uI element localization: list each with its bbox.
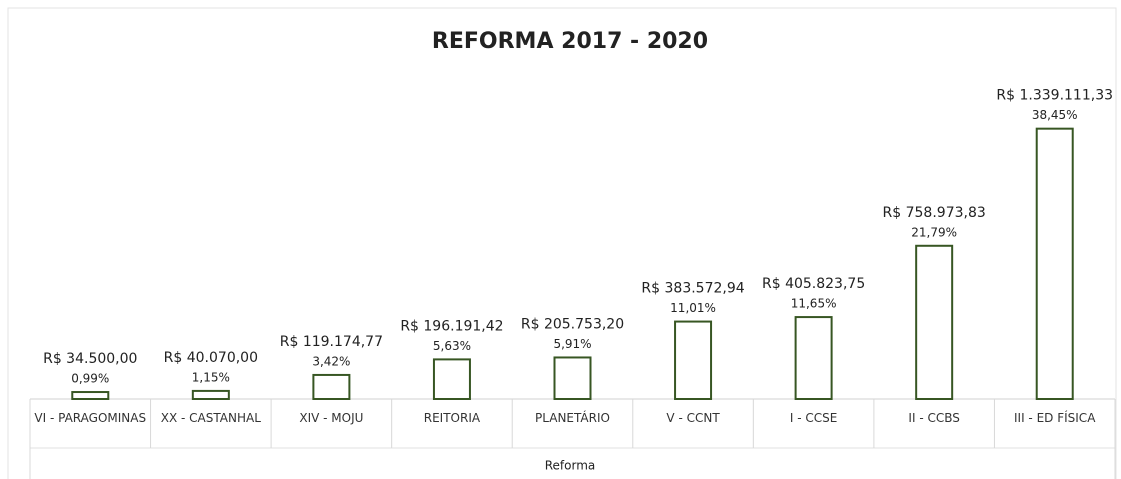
value-label: R$ 119.174,77 bbox=[280, 334, 383, 350]
bar bbox=[71, 391, 110, 400]
bar bbox=[1035, 127, 1074, 400]
x-tick-label: REITORIA bbox=[423, 411, 481, 425]
value-label: R$ 383.572,94 bbox=[641, 281, 744, 297]
percentage-label: 1,15% bbox=[192, 370, 230, 384]
bar bbox=[312, 373, 351, 400]
percentage-label: 0,99% bbox=[71, 372, 109, 386]
percentage-label: 21,79% bbox=[911, 225, 957, 239]
percentage-label: 3,42% bbox=[312, 354, 350, 368]
value-label: R$ 205.753,20 bbox=[521, 316, 624, 332]
percentage-label: 11,65% bbox=[791, 297, 837, 311]
percentage-label: 5,63% bbox=[433, 339, 471, 353]
percentage-label: 5,91% bbox=[553, 337, 591, 351]
x-tick-label: V - CCNT bbox=[666, 411, 720, 425]
x-tick-label: III - ED FÍSICA bbox=[1014, 411, 1096, 425]
percentage-label: 11,01% bbox=[670, 301, 716, 315]
value-label: R$ 758.973,83 bbox=[883, 205, 986, 221]
x-tick-label: XX - CASTANHAL bbox=[160, 411, 261, 425]
chart-frame bbox=[7, 7, 1117, 479]
bar bbox=[432, 358, 471, 401]
x-axis-title: Reforma bbox=[545, 459, 596, 473]
x-tick-label: PLANETÁRIO bbox=[535, 411, 610, 425]
x-tick-label: II - CCBS bbox=[908, 411, 960, 425]
bar bbox=[191, 389, 230, 400]
value-label: R$ 34.500,00 bbox=[43, 351, 137, 367]
bar bbox=[674, 320, 713, 401]
value-label: R$ 196.191,42 bbox=[400, 318, 503, 334]
value-label: R$ 1.339.111,33 bbox=[996, 88, 1113, 104]
bar bbox=[794, 316, 833, 401]
bar bbox=[915, 244, 954, 400]
x-tick-label: I - CCSE bbox=[789, 411, 838, 425]
x-tick-label: XIV - MOJU bbox=[299, 411, 364, 425]
value-label: R$ 405.823,75 bbox=[762, 276, 865, 292]
percentage-label: 38,45% bbox=[1032, 108, 1078, 122]
value-label: R$ 40.070,00 bbox=[164, 350, 258, 366]
chart-title: REFORMA 2017 - 2020 bbox=[432, 29, 708, 54]
bar bbox=[553, 356, 592, 400]
x-tick-label: VI - PARAGOMINAS bbox=[34, 411, 147, 425]
